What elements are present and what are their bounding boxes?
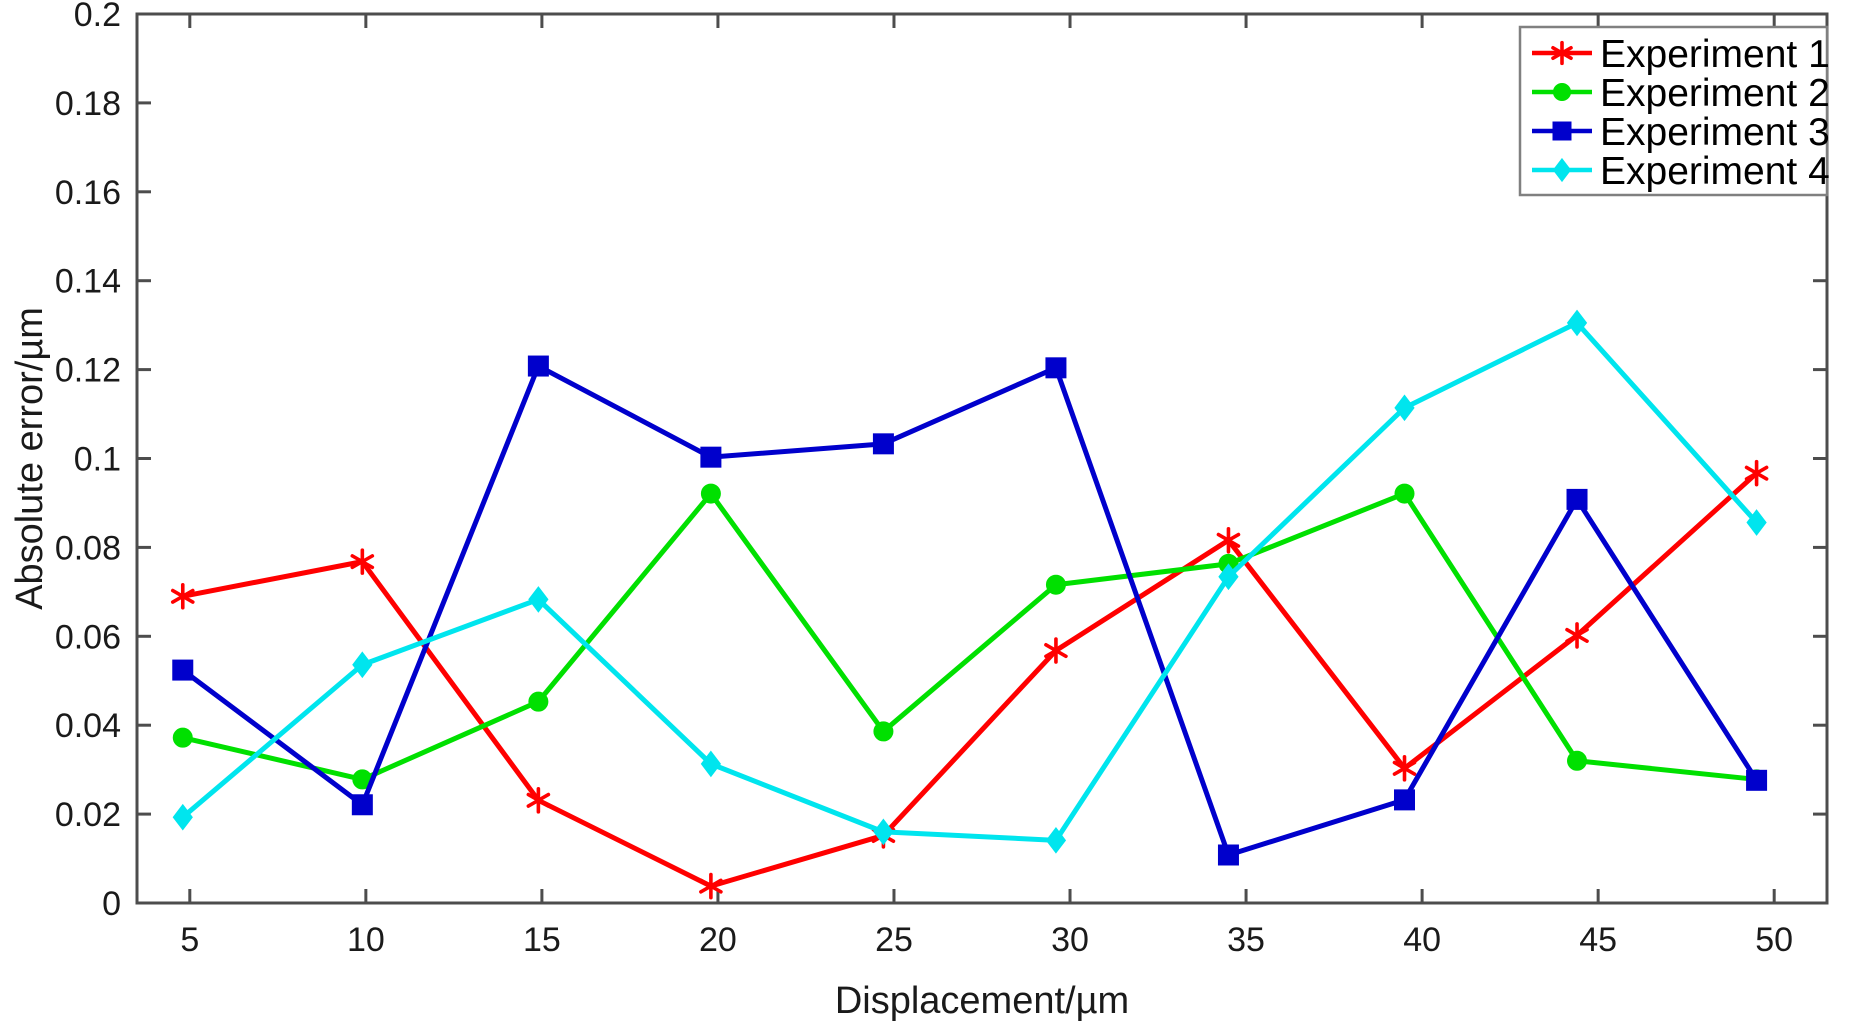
y-tick-label: 0 [102,885,121,923]
legend-label-4: Experiment 4 [1600,150,1830,193]
legend-marker-1 [1551,40,1573,66]
data-point-2-4 [873,721,894,742]
y-tick-label: 0.02 [55,796,121,834]
data-point-3-4 [872,433,894,455]
y-axis-title: Absolute error/µm [9,307,51,610]
x-tick-label: 45 [1579,921,1617,959]
series-line-3 [180,363,1760,858]
data-point-2-0 [172,727,193,748]
legend-label-2: Experiment 2 [1600,72,1830,115]
legend-entry-1[interactable]: Experiment 1 [1532,33,1830,76]
data-point-1-1 [350,548,375,575]
data-point-3-1 [351,794,373,816]
data-point-4-0 [172,803,193,831]
data-point-4-6 [1218,563,1239,591]
legend-entry-2[interactable]: Experiment 2 [1532,72,1830,115]
legend-marker-4 [1552,157,1572,183]
legend-marker-3 [1552,121,1572,141]
data-point-3-2 [527,355,549,377]
data-point-1-3 [699,872,723,900]
y-tick-label: 0.1 [74,441,121,479]
series-line-4 [180,320,1760,843]
y-tick-label: 0.06 [55,618,121,656]
data-point-4-4 [873,818,894,846]
x-tick-label: 25 [875,921,913,959]
data-point-3-3 [700,446,722,468]
x-axis-title: Displacement/µm [835,980,1129,1022]
x-tick-label: 20 [699,921,737,959]
series-3 [172,355,1768,866]
axis-labels: 5 10 15 20 25 30 35 40 45 50 0 0.02 0.04 0.06 0.08 0.1 0… [9,0,1793,1022]
data-point-2-8 [1567,750,1588,771]
y-tick-label: 0.08 [55,529,121,567]
y-tick-label: 0.04 [55,707,121,745]
data-point-4-3 [700,750,722,778]
data-point-2-7 [1394,483,1415,504]
data-point-2-5 [1045,574,1066,595]
data-point-4-7 [1394,394,1415,422]
x-tick-label: 30 [1051,921,1089,959]
data-point-1-5 [1044,637,1068,664]
series-4 [172,309,1767,854]
data-point-1-7 [1392,755,1417,782]
data-point-3-8 [1566,488,1588,510]
y-tick-label: 0.14 [55,263,121,301]
data-point-4-5 [1045,826,1067,854]
x-tick-label: 50 [1755,921,1793,959]
y-tick-label: 0.16 [55,174,121,212]
data-point-3-9 [1746,769,1768,791]
x-tick-label: 10 [347,921,385,959]
data-point-1-8 [1565,622,1589,649]
x-tick-label: 40 [1403,921,1441,959]
legend-entry-4[interactable]: Experiment 4 [1532,150,1830,193]
data-point-1-6 [1216,526,1241,554]
data-point-1-2 [526,787,551,814]
data-series [170,309,1769,900]
data-point-3-5 [1045,357,1067,379]
x-tick-label: 15 [523,921,561,959]
data-point-4-2 [528,586,549,613]
data-point-3-0 [172,659,194,681]
y-tick-label: 0.18 [55,85,121,123]
legend-marker-2 [1552,82,1572,102]
series-line-1 [180,470,1760,889]
legend-label-1: Experiment 1 [1600,33,1830,76]
data-point-4-8 [1566,309,1588,337]
data-point-4-9 [1746,509,1767,536]
data-point-3-6 [1217,844,1239,866]
legend-label-3: Experiment 3 [1600,111,1830,154]
data-point-1-9 [1744,459,1769,487]
y-tick-label: 0.12 [55,352,121,390]
x-tick-label: 35 [1227,921,1265,959]
data-point-3-7 [1394,789,1415,811]
legend-entry-3[interactable]: Experiment 3 [1532,111,1830,154]
series-1 [170,459,1769,900]
y-tick-label: 0.2 [74,0,121,34]
x-tick-label: 5 [180,921,199,959]
data-point-2-2 [528,691,549,712]
data-point-2-3 [700,483,721,504]
data-point-4-1 [352,651,373,679]
data-point-1-0 [170,582,195,610]
series-line-2 [180,491,1760,782]
